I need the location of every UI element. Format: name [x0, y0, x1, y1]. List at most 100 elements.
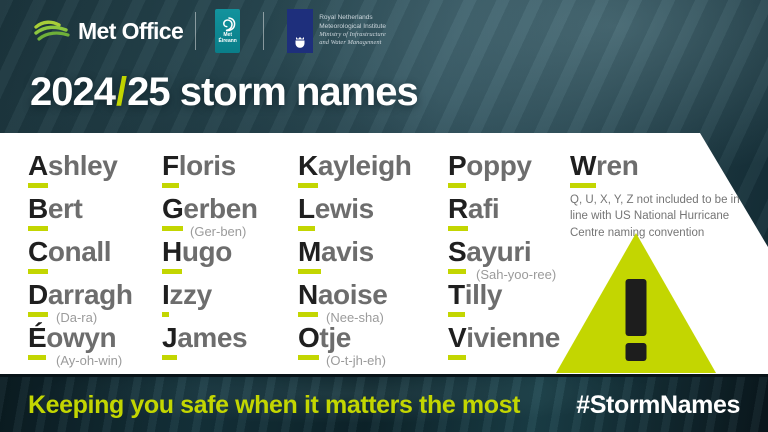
knmi-logo: Royal Netherlands Meteorological Institu…	[287, 9, 386, 53]
storm-names-panel: Ashley Bert Conall Darragh (Da-ra) Éowyn (Ay-o…	[0, 133, 768, 374]
storm-name-initial: C	[28, 238, 48, 274]
storm-name-rest: shley	[47, 150, 118, 181]
storm-name: Éowyn (Ay-oh-win)	[28, 322, 133, 368]
storm-name-rest: avis	[320, 236, 374, 267]
storm-name: Tilly	[448, 281, 560, 324]
header-divider	[263, 12, 265, 50]
storm-name-pronunciation: (O-t-jh-eh)	[326, 353, 386, 368]
storm-name-initial: N	[298, 281, 318, 317]
warning-triangle-icon	[556, 233, 716, 373]
met-eireann-spiral-icon	[222, 17, 236, 32]
exclamation-dot-icon	[625, 343, 647, 361]
storm-name-rest: erben	[183, 193, 258, 224]
storm-name: Poppy	[448, 152, 560, 195]
storm-name-initial: I	[162, 281, 170, 317]
storm-name-initial: D	[28, 281, 48, 317]
storm-name-initial: R	[448, 195, 468, 231]
storm-name-rest: loris	[178, 150, 237, 181]
storm-name-initial: G	[162, 195, 184, 231]
storm-name-initial: V	[448, 324, 467, 360]
storm-name: Izzy	[162, 281, 258, 324]
storm-name-initial: B	[28, 195, 48, 231]
title-slash: /	[115, 70, 127, 114]
storm-name-rest: arragh	[47, 279, 133, 310]
met-office-logo: Met Office	[33, 17, 184, 45]
names-column-3: Kayleigh Lewis Mavis Naoise (Nee-sha) Otje (O-…	[298, 152, 412, 368]
storm-name: Naoise (Nee-sha)	[298, 279, 412, 325]
title-rest: 25 storm names	[127, 70, 419, 114]
storm-name-pronunciation: (Sah-yoo-ree)	[476, 267, 557, 282]
storm-name-initial: K	[298, 152, 318, 188]
storm-name-pronunciation: (Nee-sha)	[326, 310, 384, 325]
storm-name: Sayuri (Sah-yoo-ree)	[448, 236, 560, 282]
storm-name-rest: ayleigh	[317, 150, 412, 181]
footer-tagline: Keeping you safe when it matters the mos…	[28, 391, 521, 419]
exclamation-icon	[625, 279, 647, 336]
met-office-swoosh-icon	[34, 20, 70, 41]
names-column-2: Floris Gerben (Ger-ben) Hugo Izzy James	[162, 152, 258, 367]
footer-hashtag: #StormNames	[576, 391, 740, 419]
storm-name-initial: T	[448, 281, 465, 317]
storm-name-rest: ayuri	[466, 236, 532, 267]
storm-name-rest: ren	[596, 150, 639, 181]
storm-name: Hugo	[162, 238, 258, 281]
met-eireann-wordmark: Met Éireann	[218, 32, 237, 44]
storm-name-rest: oppy	[466, 150, 532, 181]
knmi-wordmark: Royal Netherlands Meteorological Institu…	[319, 14, 387, 47]
storm-name-rest: ewis	[314, 193, 375, 224]
page-title: 2024/25 storm names	[30, 70, 419, 115]
met-eireann-logo: Met Éireann	[215, 9, 241, 53]
storm-name: Gerben (Ger-ben)	[162, 193, 258, 239]
storm-name-rest: ivienne	[466, 322, 560, 353]
names-column-5: Wren	[570, 150, 639, 195]
storm-name-initial: F	[162, 152, 179, 188]
storm-name-initial: J	[162, 324, 178, 360]
storm-name: Kayleigh	[298, 152, 412, 195]
knmi-crest-icon	[295, 37, 305, 48]
met-office-wordmark: Met Office	[78, 17, 184, 44]
storm-name-initial: M	[298, 238, 321, 274]
storm-name-initial: S	[448, 238, 467, 274]
storm-name: Vivienne	[448, 324, 560, 367]
storm-name: Mavis	[298, 238, 412, 281]
storm-name-rest: zzy	[169, 279, 212, 310]
storm-name-rest: aoise	[317, 279, 388, 310]
header-divider	[195, 12, 197, 50]
names-column-4: Poppy Rafi Sayuri (Sah-yoo-ree) Tilly Vivienn…	[448, 152, 560, 367]
header-bar: Met Office Met Éireann Royal Netherlands	[0, 0, 768, 62]
storm-name-initial: H	[162, 238, 182, 274]
storm-name: James	[162, 324, 258, 367]
naming-convention-note: Q, U, X, Y, Z not included to be in line…	[570, 194, 740, 239]
knmi-crest-box	[287, 9, 314, 53]
storm-name-pronunciation: (Da-ra)	[56, 310, 98, 325]
storm-name-rest: ert	[47, 193, 83, 224]
storm-name: Bert	[28, 195, 133, 238]
storm-name-rest: onall	[47, 236, 112, 267]
storm-name: Wren	[570, 150, 639, 195]
storm-name-initial: W	[570, 152, 596, 188]
storm-name: Lewis	[298, 195, 412, 238]
names-column-1: Ashley Bert Conall Darragh (Da-ra) Éowyn (Ay-o…	[28, 152, 133, 368]
storm-name: Darragh (Da-ra)	[28, 279, 133, 325]
storm-name-initial: P	[448, 152, 467, 188]
footer-bar: Keeping you safe when it matters the mos…	[0, 374, 768, 432]
storm-name-rest: illy	[464, 279, 503, 310]
storm-name: Otje (O-t-jh-eh)	[298, 322, 412, 368]
storm-name-initial: A	[28, 152, 48, 188]
storm-name-initial: L	[298, 195, 315, 231]
storm-name: Ashley	[28, 152, 133, 195]
storm-name-initial: É	[28, 324, 47, 360]
storm-name-rest: afi	[467, 193, 500, 224]
storm-name: Floris	[162, 152, 258, 195]
storm-name: Rafi	[448, 195, 560, 238]
storm-name-pronunciation: (Ger-ben)	[190, 224, 247, 239]
title-year: 2024	[30, 70, 116, 114]
storm-name-rest: owyn	[46, 322, 117, 353]
storm-name-rest: tje	[319, 322, 351, 353]
storm-name-initial: O	[298, 324, 320, 360]
storm-name-pronunciation: (Ay-oh-win)	[56, 353, 123, 368]
storm-name-rest: ugo	[181, 236, 233, 267]
storm-name-rest: ames	[177, 322, 248, 353]
storm-name: Conall	[28, 238, 133, 281]
